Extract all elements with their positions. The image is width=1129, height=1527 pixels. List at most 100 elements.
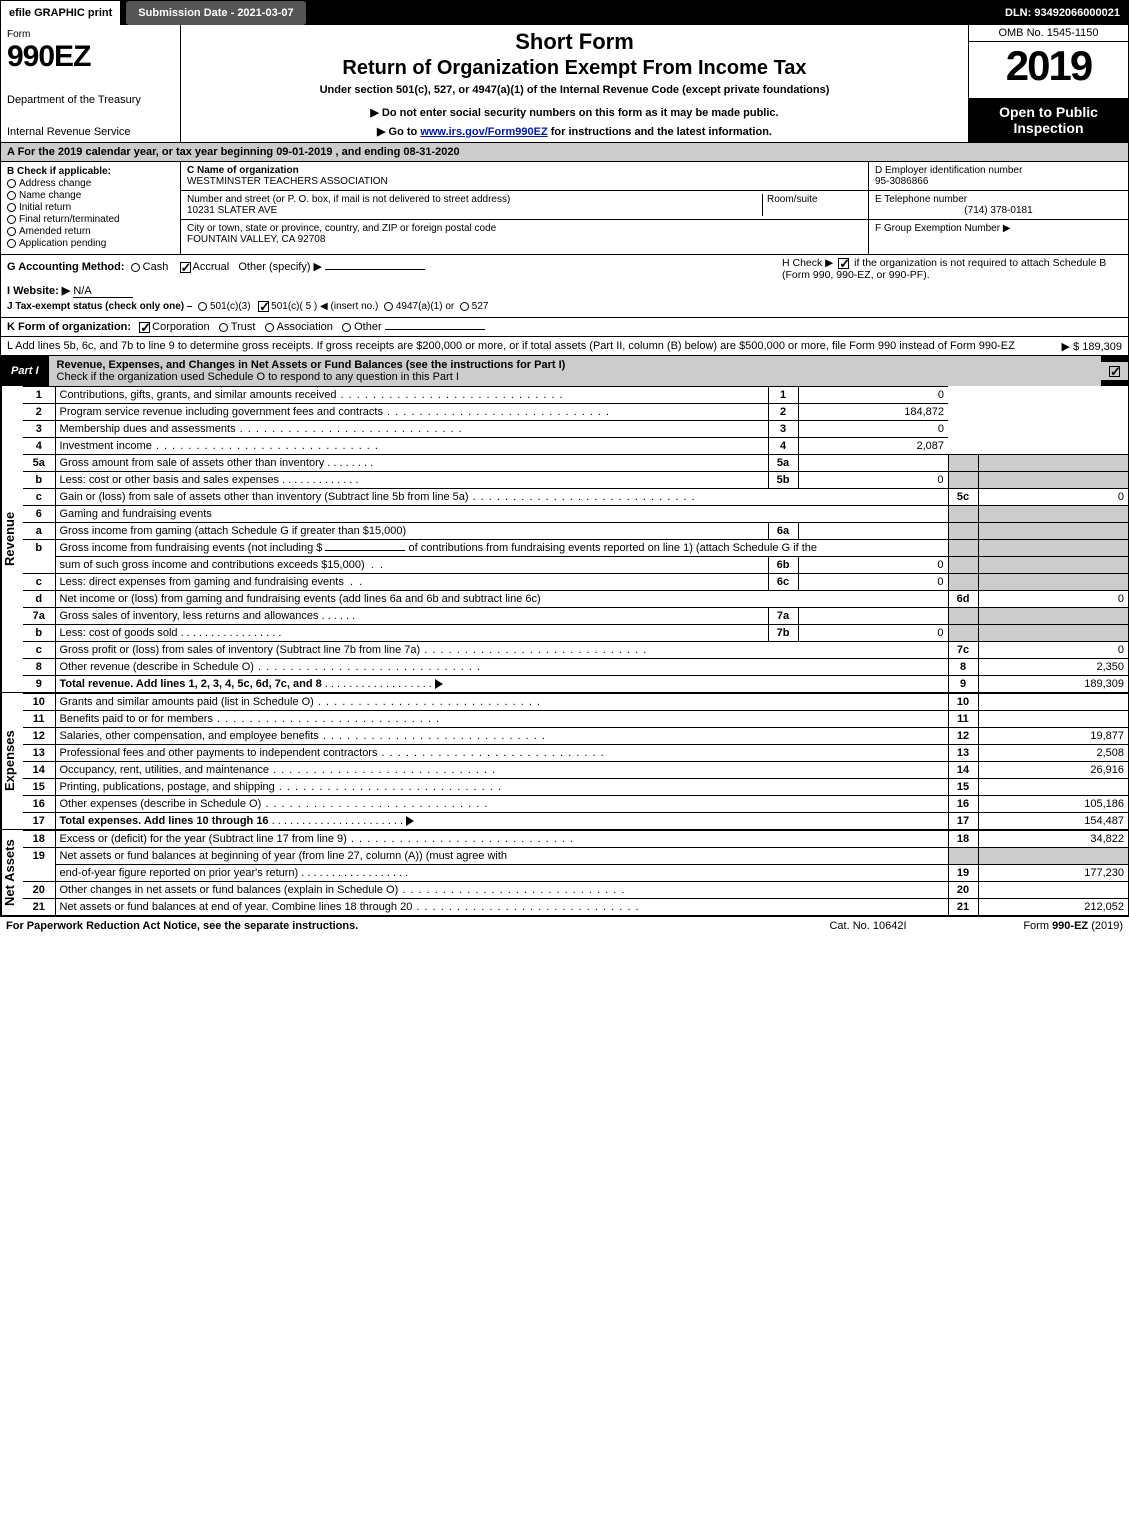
short-form-title: Short Form [189,29,960,55]
line-19b: end-of-year figure reported on prior yea… [23,865,1128,882]
paperwork-notice: For Paperwork Reduction Act Notice, see … [6,920,793,932]
section-b: B Check if applicable: Address change Na… [1,162,181,254]
city-label: City or town, state or province, country… [187,223,496,234]
goto-post: for instructions and the latest informat… [548,126,772,138]
expenses-side-label: Expenses [1,693,23,829]
form-number: 990EZ [7,40,174,74]
line-12: 12Salaries, other compensation, and empl… [23,728,1128,745]
l-amount: ▶ $ 189,309 [1062,340,1122,353]
section-c: C Name of organization WESTMINSTER TEACH… [181,162,868,254]
k-label: K Form of organization: [7,321,131,333]
irs-link[interactable]: www.irs.gov/Form990EZ [420,126,547,138]
h-checkbox[interactable] [838,258,849,269]
section-def: D Employer identification number 95-3086… [868,162,1128,254]
l-text: L Add lines 5b, 6c, and 7b to line 9 to … [7,340,1015,352]
dept-irs: Internal Revenue Service [7,126,174,138]
g-accrual-check[interactable] [180,262,191,273]
goto-line: ▶ Go to www.irs.gov/Form990EZ for instru… [189,125,960,138]
d-label: D Employer identification number [875,165,1022,176]
line-14: 14Occupancy, rent, utilities, and mainte… [23,762,1128,779]
line-5c: cGain or (loss) from sale of assets othe… [23,489,1128,506]
arrow-icon [435,679,443,689]
cb-amended-return[interactable]: Amended return [7,226,174,237]
line-13: 13Professional fees and other payments t… [23,745,1128,762]
line-1: 1Contributions, gifts, grants, and simil… [23,387,1128,404]
cb-name-change[interactable]: Name change [7,190,174,201]
omb-number: OMB No. 1545-1150 [969,25,1128,42]
part1-sched-o-check[interactable] [1109,366,1120,377]
submission-date-badge: Submission Date - 2021-03-07 [126,1,305,25]
expenses-table: 10Grants and similar amounts paid (list … [23,693,1128,829]
under-section-text: Under section 501(c), 527, or 4947(a)(1)… [189,84,960,96]
line-16: 16Other expenses (describe in Schedule O… [23,796,1128,813]
j-527-radio[interactable] [460,302,469,311]
l-row: L Add lines 5b, 6c, and 7b to line 9 to … [1,337,1128,356]
part1-sub: Check if the organization used Schedule … [57,371,459,383]
line-3: 3Membership dues and assessments30 [23,421,1128,438]
part1-tag: Part I [1,362,49,380]
part1-title: Revenue, Expenses, and Changes in Net As… [57,359,566,371]
k-assoc-radio[interactable] [265,323,274,332]
j-4947-radio[interactable] [384,302,393,311]
c-label: C Name of organization [187,165,299,176]
line-5b: bLess: cost or other basis and sales exp… [23,472,1128,489]
cb-address-change[interactable]: Address change [7,178,174,189]
b-header: B Check if applicable: [7,166,174,177]
line-17: 17Total expenses. Add lines 10 through 1… [23,813,1128,830]
cb-application-pending[interactable]: Application pending [7,238,174,249]
k-other-radio[interactable] [342,323,351,332]
j-501c-check[interactable] [258,301,269,312]
cb-final-return[interactable]: Final return/terminated [7,214,174,225]
j-label: J Tax-exempt status (check only one) – [7,301,192,312]
h-label: H Check ▶ [782,257,833,269]
netassets-table: 18Excess or (deficit) for the year (Subt… [23,830,1128,915]
revenue-section: Revenue 1Contributions, gifts, grants, a… [1,386,1128,693]
g-label: G Accounting Method: [7,261,125,273]
k-other-input[interactable] [385,329,485,330]
line-2: 2Program service revenue including gover… [23,404,1128,421]
ghij-block: G Accounting Method: Cash Accrual Other … [1,255,1128,318]
form-container: efile GRAPHIC print Submission Date - 20… [0,0,1129,917]
form-header: Form 990EZ Department of the Treasury In… [1,25,1128,143]
cb-initial-return[interactable]: Initial return [7,202,174,213]
website-value: N/A [73,285,133,298]
tax-period-row: A For the 2019 calendar year, or tax yea… [1,143,1128,162]
line-6b: bGross income from fundraising events (n… [23,540,1128,557]
line-7b: bLess: cost of goods sold . . . . . . . … [23,625,1128,642]
telephone-value: (714) 378-0181 [875,205,1122,216]
return-title: Return of Organization Exempt From Incom… [189,57,960,80]
line-5a: 5aGross amount from sale of assets other… [23,455,1128,472]
j-501c3-radio[interactable] [198,302,207,311]
room-suite-label: Room/suite [762,194,862,216]
open-inspection-badge: Open to Public Inspection [969,98,1128,142]
cat-number: Cat. No. 10642I [793,920,943,932]
g-other-input[interactable] [325,269,425,270]
part1-header: Part I Revenue, Expenses, and Changes in… [1,356,1128,386]
ssn-warning: ▶ Do not enter social security numbers o… [189,106,960,119]
netassets-side-label: Net Assets [1,830,23,915]
line-4: 4Investment income42,087 [23,438,1128,455]
i-label: I Website: ▶ [7,285,70,297]
top-bar: efile GRAPHIC print Submission Date - 20… [1,1,1128,25]
tax-year: 2019 [969,42,1128,98]
addr-label: Number and street (or P. O. box, if mail… [187,194,510,205]
k-corp-check[interactable] [139,322,150,333]
efile-print-label[interactable]: efile GRAPHIC print [1,1,120,25]
revenue-table: 1Contributions, gifts, grants, and simil… [23,386,1128,692]
line-15: 15Printing, publications, postage, and s… [23,779,1128,796]
g-cash-radio[interactable] [131,263,140,272]
dept-treasury: Department of the Treasury [7,94,174,106]
line-8: 8Other revenue (describe in Schedule O)8… [23,659,1128,676]
city-state-zip: FOUNTAIN VALLEY, CA 92708 [187,234,325,245]
line-7a: 7aGross sales of inventory, less returns… [23,608,1128,625]
line-18: 18Excess or (deficit) for the year (Subt… [23,831,1128,848]
arrow-icon [406,816,414,826]
line-20: 20Other changes in net assets or fund ba… [23,882,1128,899]
form-ref: Form 990-EZ (2019) [943,920,1123,932]
form-word: Form [7,29,174,40]
k-trust-radio[interactable] [219,323,228,332]
goto-pre: ▶ Go to [377,126,420,138]
netassets-section: Net Assets 18Excess or (deficit) for the… [1,830,1128,916]
e-label: E Telephone number [875,194,967,205]
line-6: 6Gaming and fundraising events [23,506,1128,523]
